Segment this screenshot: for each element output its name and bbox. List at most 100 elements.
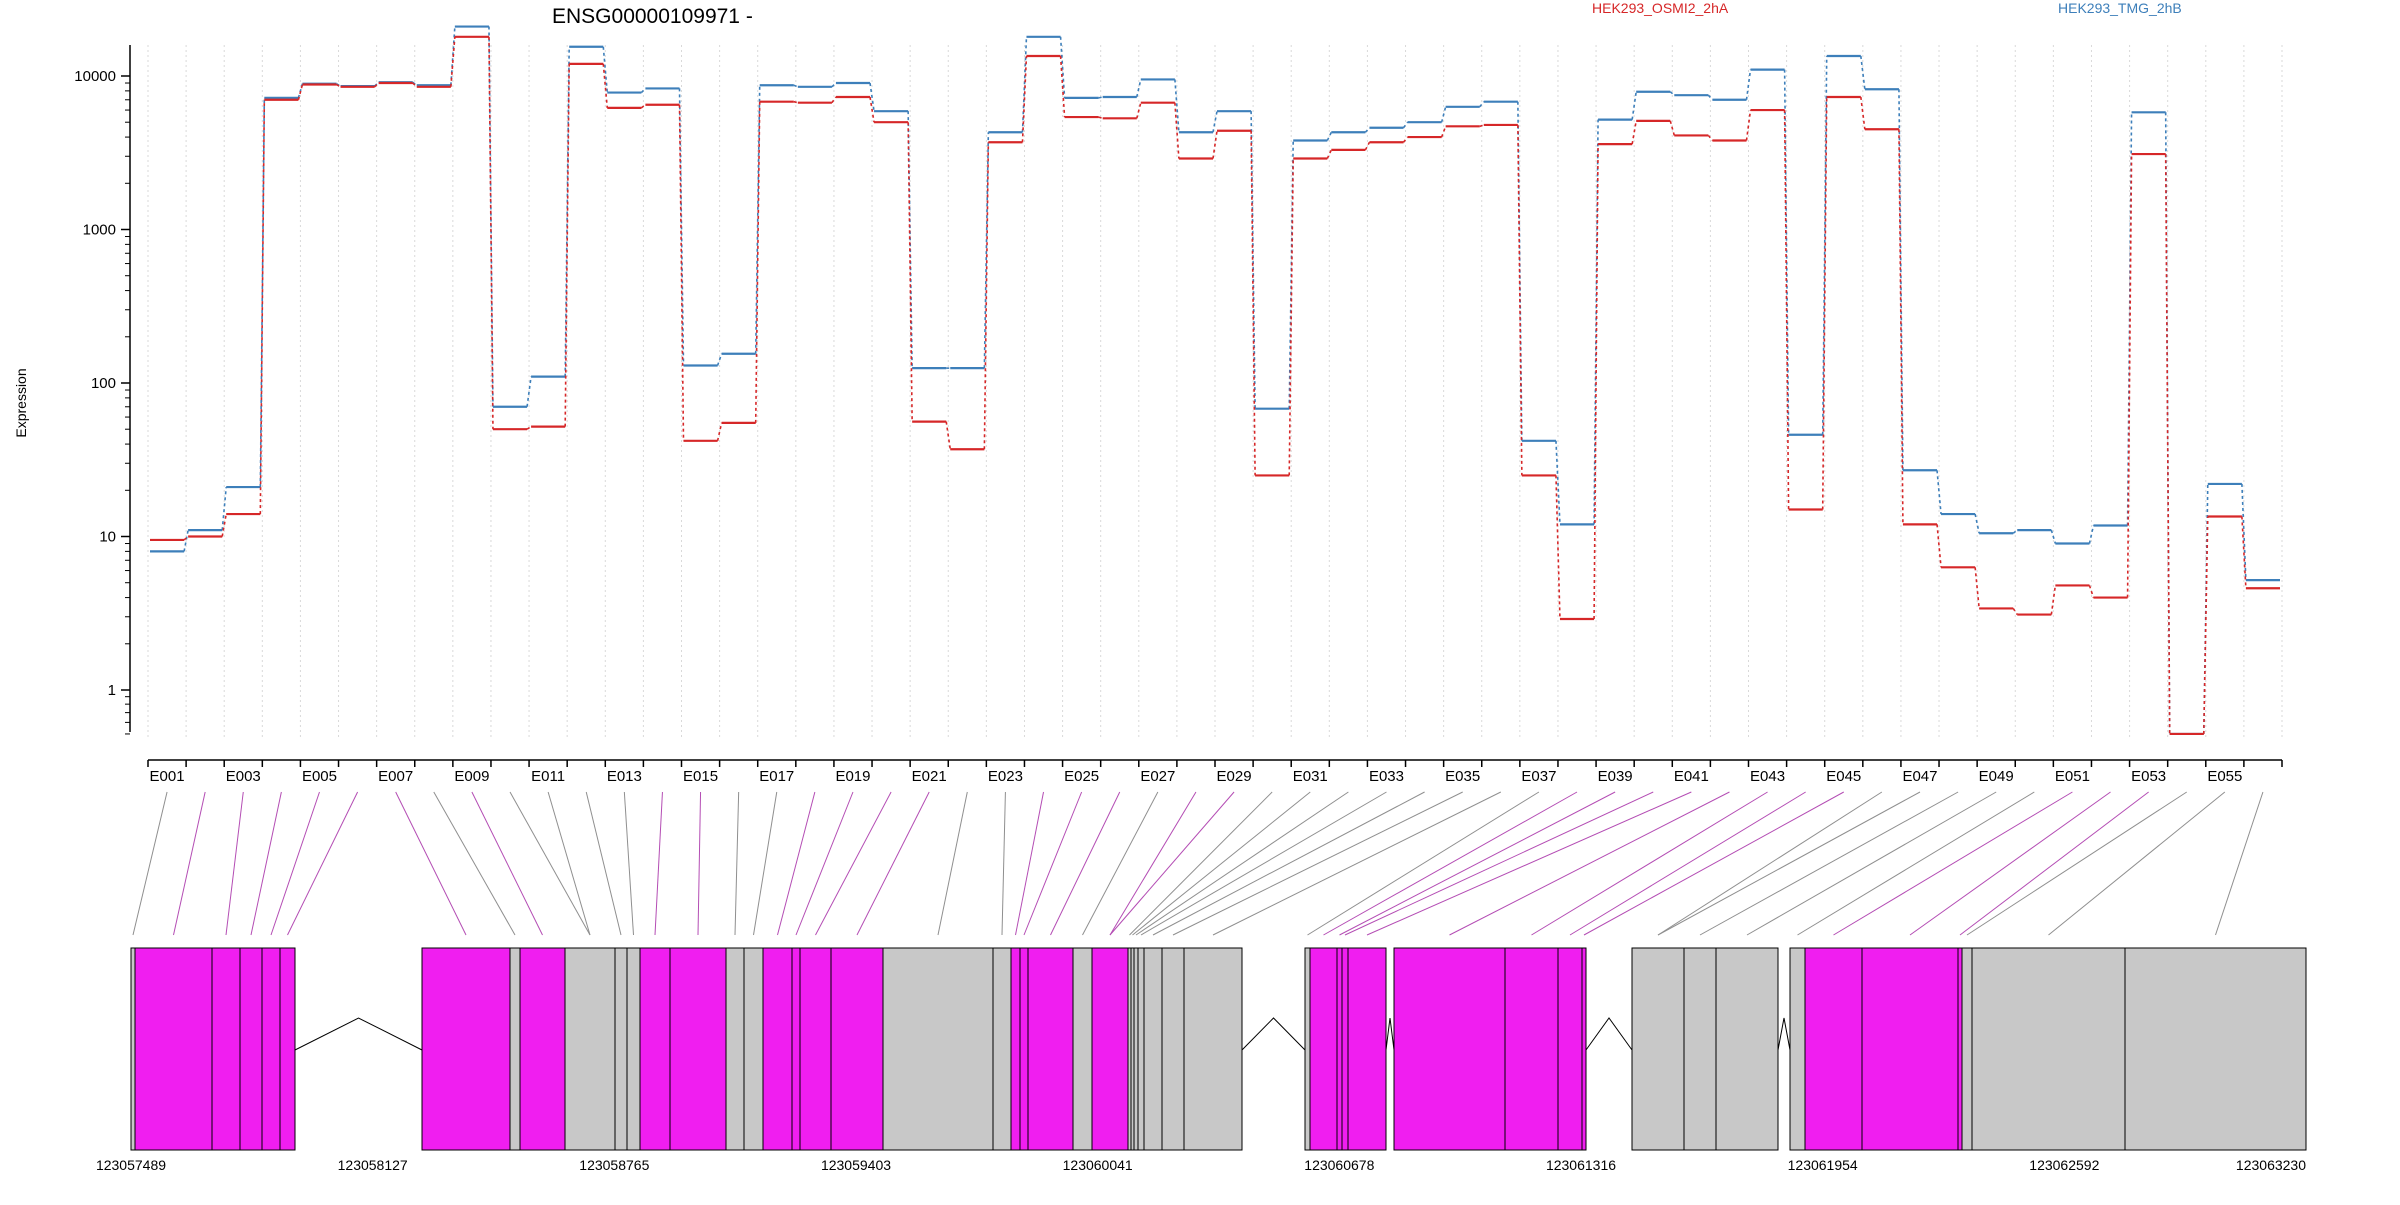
exon-connector	[225, 791, 244, 936]
exon-connector	[1797, 791, 2035, 936]
exon-block	[992, 947, 1012, 1151]
exon-connector	[1833, 791, 2073, 936]
series-1-connector	[1936, 524, 1942, 568]
x-tick-label: E005	[302, 768, 337, 785]
series-2-connector	[1136, 79, 1142, 98]
exon-block	[1137, 947, 1145, 1151]
exon-connector	[1583, 791, 1845, 936]
series-2-connector	[1745, 69, 1752, 100]
genomic-coordinate-axis: 123057489 123058127 123058765 123059403 1230…	[96, 1157, 2306, 1173]
exon-block	[669, 947, 727, 1151]
exon-block	[1804, 947, 1863, 1151]
exon-block	[421, 947, 511, 1151]
y-axis-label: Expression	[13, 368, 29, 437]
exon-block	[1557, 947, 1583, 1151]
exon-connector	[2048, 791, 2226, 936]
series-2-connector	[1059, 36, 1066, 98]
exon-block	[791, 947, 801, 1151]
exon-connector	[547, 791, 591, 936]
series-1-connector	[450, 36, 456, 87]
exon-connector	[937, 791, 968, 936]
series-2-connector	[526, 376, 532, 407]
series-1-connector	[1593, 144, 1599, 620]
exon-connector	[1366, 791, 1692, 936]
x-tick-label: E011	[531, 768, 565, 785]
exon-connector	[270, 791, 320, 936]
intron-line	[1385, 1017, 1395, 1051]
exon-block	[1133, 947, 1139, 1151]
series-2-connector	[716, 353, 723, 366]
exon-connector	[1001, 791, 1006, 936]
exon-connector-layer	[132, 791, 2264, 936]
exon-block	[762, 947, 793, 1151]
series-1-connector	[1479, 124, 1485, 128]
series-1-connector	[1098, 116, 1103, 120]
x-tick-label: E055	[2207, 768, 2242, 785]
exon-block	[130, 947, 136, 1151]
x-tick-label: E041	[1674, 768, 1709, 785]
series-2-connector	[1631, 91, 1637, 120]
exon-connector	[1015, 791, 1045, 936]
exon-connector	[1959, 791, 2149, 936]
exon-connector	[1050, 791, 1121, 936]
exon-block	[1309, 947, 1338, 1151]
series-1-connector	[1288, 158, 1295, 476]
exon-connector	[1135, 791, 1349, 936]
exon-block	[509, 947, 521, 1151]
series-1-connector	[793, 100, 799, 104]
series-1-connector	[869, 96, 875, 123]
exon-block	[1304, 947, 1311, 1151]
exon-block	[626, 947, 641, 1151]
series-2-connector	[1021, 36, 1028, 133]
series-1-connector	[221, 513, 228, 537]
series-1-connector	[412, 82, 418, 88]
exon-connector	[697, 791, 702, 936]
exon-connector	[1344, 791, 1654, 936]
exon-connector	[509, 791, 591, 936]
y-tick-label: 10	[99, 529, 116, 546]
exon-block	[564, 947, 616, 1151]
y-tick-label: 1	[108, 682, 116, 699]
x-tick-label: E053	[2131, 768, 2166, 785]
x-axis: E001 E003 E005 E007 E009 E011 E013 E015 E017 E019…	[147, 759, 2283, 785]
exon-connector	[815, 791, 892, 936]
series-1-connector	[1136, 102, 1142, 119]
exon-block	[1072, 947, 1093, 1151]
series-2-connector	[1098, 96, 1103, 99]
x-tick-label: E037	[1521, 768, 1556, 785]
series-1-connector	[831, 96, 837, 104]
exon-block	[1183, 947, 1243, 1151]
series-1-connector	[1669, 120, 1676, 136]
exon-block	[1581, 947, 1587, 1151]
series-1-connector	[1821, 96, 1828, 510]
exon-connector	[395, 791, 467, 936]
exon-connector	[433, 791, 516, 936]
legend-entry-series-1: HEK293_OSMI2_2hA	[1592, 0, 1729, 16]
series-2-connector	[1364, 127, 1371, 133]
exon-connector	[623, 791, 634, 936]
series-1-connector	[2202, 516, 2209, 734]
x-tick-label: E017	[759, 768, 794, 785]
exon-block	[1683, 947, 1717, 1151]
series-2-connector	[2241, 483, 2247, 581]
exon-connector	[1323, 791, 1578, 936]
legend-entry-series-2: HEK293_TMG_2hB	[2058, 0, 2182, 16]
exon-connector	[1140, 791, 1387, 936]
exon-connector	[2215, 791, 2264, 936]
series-2-connector	[640, 87, 646, 94]
exon-block	[1143, 947, 1163, 1151]
x-tick-label: E031	[1293, 768, 1328, 785]
exon-block	[1010, 947, 1021, 1151]
series-2-connector	[1707, 94, 1713, 101]
series-1-connector	[602, 63, 609, 108]
series-1-connector	[945, 421, 952, 450]
exon-connector	[250, 791, 282, 936]
exon-connector	[287, 791, 359, 936]
exon-connector	[1909, 791, 2111, 936]
exon-block	[1961, 947, 1973, 1151]
exon-connector	[856, 791, 930, 936]
series-2-connector	[907, 111, 913, 369]
series-2-connector	[793, 84, 799, 88]
exon-block	[743, 947, 764, 1151]
exon-block	[1161, 947, 1185, 1151]
